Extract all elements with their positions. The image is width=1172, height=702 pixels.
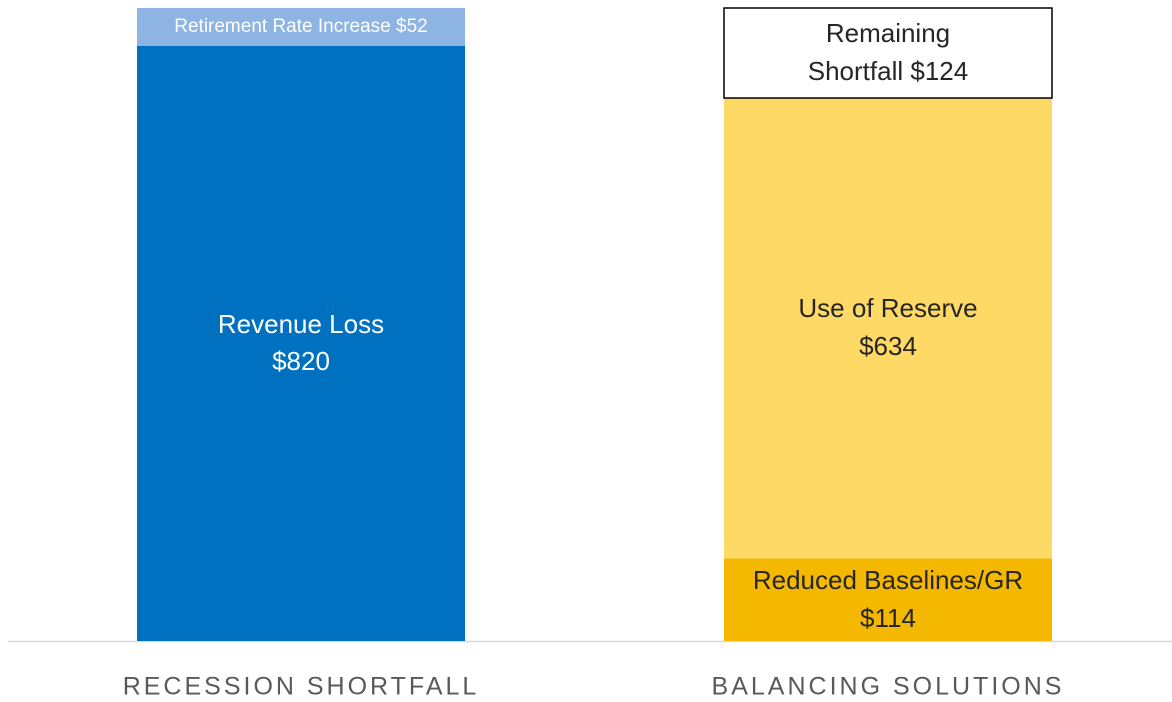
x-tick-label: RECESSION SHORTFALL xyxy=(123,673,480,701)
segment-label-box: Revenue Loss $820 xyxy=(137,46,465,641)
segment-label-text: Retirement Rate Increase $52 xyxy=(174,13,427,41)
x-tick-label: BALANCING SOLUTIONS xyxy=(712,673,1065,701)
segment-value: $52 xyxy=(396,16,428,38)
segment-label: Reduced Baselines/GR $114 xyxy=(724,558,1052,641)
segment-value: $634 xyxy=(859,331,917,362)
segment-label-box: Remaining Shortfall $124 xyxy=(790,8,987,98)
segment-label: Revenue Loss $820 xyxy=(137,46,465,641)
segment-label: Retirement Rate Increase $52 xyxy=(137,8,465,46)
segment-label-box: Use of Reserve $634 xyxy=(724,98,1052,558)
segment-label-text: Revenue Loss $820 xyxy=(218,306,384,381)
segment-name: Use of Reserve xyxy=(798,293,978,324)
segment-label-text: Use of Reserve $634 xyxy=(798,290,977,365)
segment-label-text: Reduced Baselines/GR $114 xyxy=(753,562,1023,637)
segment-name: Reduced Baselines/GR xyxy=(752,564,1024,595)
segment-name: Remaining Shortfall xyxy=(807,18,951,86)
bar-segment xyxy=(137,8,465,46)
bar-segment xyxy=(137,45,465,642)
bar-segment xyxy=(723,7,1053,99)
segment-name: Revenue Loss xyxy=(217,308,385,339)
bar-segment xyxy=(724,558,1052,641)
segment-name: Retirement Rate Increase xyxy=(174,16,391,38)
segment-value: $820 xyxy=(272,346,330,377)
segment-label-box: Reduced Baselines/GR $114 xyxy=(724,558,1052,641)
segment-value: $114 xyxy=(860,602,916,633)
segment-label-text: Remaining Shortfall $124 xyxy=(790,15,987,90)
segment-value: $124 xyxy=(910,56,969,86)
segment-label: Remaining Shortfall $124 xyxy=(790,8,987,98)
bar-segment xyxy=(724,98,1052,559)
segment-label: Use of Reserve $634 xyxy=(724,98,1052,558)
segment-label-box: Retirement Rate Increase $52 xyxy=(137,8,465,46)
